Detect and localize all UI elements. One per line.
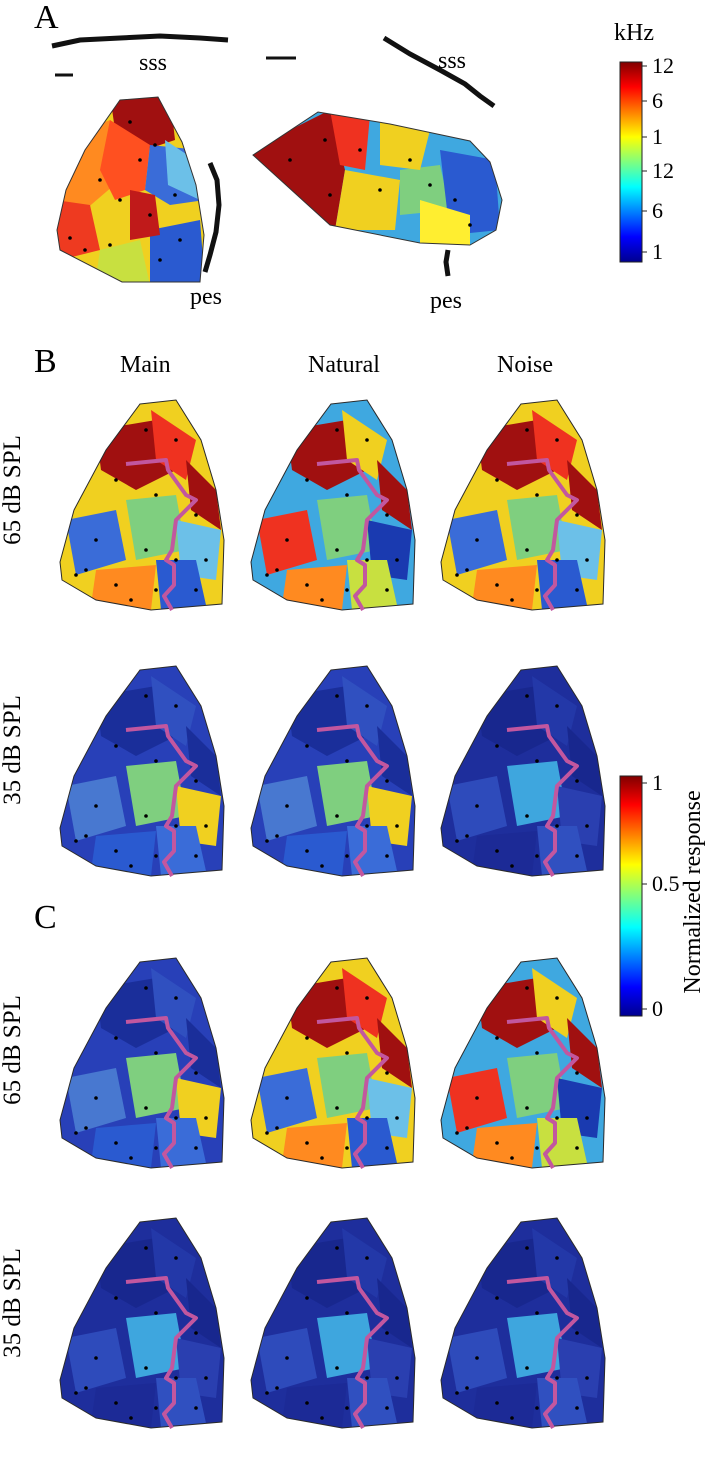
response-map-8	[440, 957, 606, 1169]
label-pes-left: pes	[190, 284, 222, 310]
tonotopic-map-left	[56, 96, 205, 283]
pink-trace	[316, 458, 389, 611]
label-sss-left: sss	[139, 50, 167, 76]
pink-trace	[506, 1016, 579, 1169]
freq-tick-0: 12	[652, 53, 674, 78]
response-maps-c	[59, 957, 606, 1429]
freq-tick-4: 6	[652, 198, 663, 223]
response-colorbar	[619, 775, 647, 1017]
pink-trace	[506, 1276, 579, 1429]
freq-tick-1: 6	[652, 88, 663, 113]
response-map-9	[59, 1217, 225, 1429]
pink-trace	[506, 724, 579, 877]
freq-colorbar-unit: kHz	[614, 20, 654, 46]
response-map-6	[59, 957, 225, 1169]
pink-trace	[125, 1016, 198, 1169]
response-map-4	[250, 665, 416, 877]
tonotopic-map-right	[252, 111, 503, 246]
pes-trace-right	[443, 249, 451, 277]
pink-trace	[125, 724, 198, 877]
response-tick-min: 0	[652, 996, 663, 1021]
row-label-c-35: 35 dB SPL	[0, 1248, 26, 1358]
response-map-11	[440, 1217, 606, 1429]
pink-trace	[506, 458, 579, 611]
response-maps-b	[59, 399, 606, 877]
response-map-3	[59, 665, 225, 877]
response-map-7	[250, 957, 416, 1169]
freq-colorbar	[619, 61, 647, 263]
pink-trace	[125, 458, 198, 611]
panel-a-letter: A	[34, 0, 59, 36]
response-map-1	[250, 399, 416, 611]
column-title-main: Main	[120, 352, 171, 378]
sss-trace-right	[382, 35, 496, 109]
pes-trace-left	[202, 162, 222, 273]
panel-b-letter: B	[34, 343, 57, 380]
column-title-noise: Noise	[497, 352, 553, 378]
freq-tick-3: 12	[652, 158, 674, 183]
response-colorbar-label: Normalized response	[680, 790, 706, 993]
label-pes-right: pes	[430, 288, 462, 314]
response-map-10	[250, 1217, 416, 1429]
response-tick-mid: 0.5	[652, 871, 680, 896]
pink-trace	[316, 1016, 389, 1169]
response-map-5	[440, 665, 606, 877]
row-label-b-35: 35 dB SPL	[0, 695, 26, 805]
pink-trace	[316, 724, 389, 877]
pink-trace	[125, 1276, 198, 1429]
response-tick-max: 1	[652, 770, 663, 795]
freq-tick-2: 1	[652, 124, 663, 149]
response-map-2	[440, 399, 606, 611]
label-sss-right: sss	[438, 48, 466, 74]
pink-trace	[316, 1276, 389, 1429]
row-label-b-65: 65 dB SPL	[0, 435, 26, 545]
response-map-0	[59, 399, 225, 611]
column-title-natural: Natural	[308, 352, 380, 378]
sss-trace-left	[51, 33, 229, 49]
freq-tick-5: 1	[652, 239, 663, 264]
panel-c-letter: C	[34, 899, 57, 936]
row-label-c-65: 65 dB SPL	[0, 995, 26, 1105]
